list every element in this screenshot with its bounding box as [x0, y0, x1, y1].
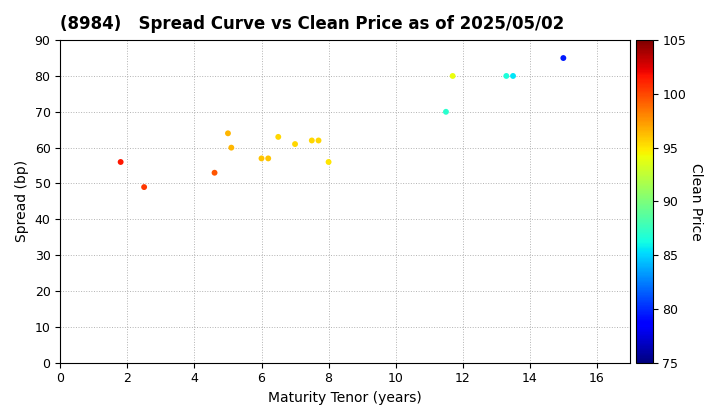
Point [306, 137, 318, 144]
Point [312, 137, 324, 144]
Point [263, 155, 274, 162]
Point [225, 144, 237, 151]
Point [440, 108, 451, 115]
Text: (8984)   Spread Curve vs Clean Price as of 2025/05/02: (8984) Spread Curve vs Clean Price as of… [60, 15, 564, 33]
Point [222, 130, 234, 136]
Point [289, 141, 301, 147]
Point [557, 55, 569, 61]
Y-axis label: Clean Price: Clean Price [689, 163, 703, 240]
Point [138, 184, 150, 190]
Point [209, 169, 220, 176]
Point [447, 73, 459, 79]
Point [256, 155, 267, 162]
Point [323, 159, 334, 165]
Point [272, 134, 284, 140]
Point [115, 159, 127, 165]
Point [508, 73, 519, 79]
Y-axis label: Spread (bp): Spread (bp) [15, 160, 29, 242]
X-axis label: Maturity Tenor (years): Maturity Tenor (years) [269, 391, 422, 405]
Point [500, 73, 512, 79]
